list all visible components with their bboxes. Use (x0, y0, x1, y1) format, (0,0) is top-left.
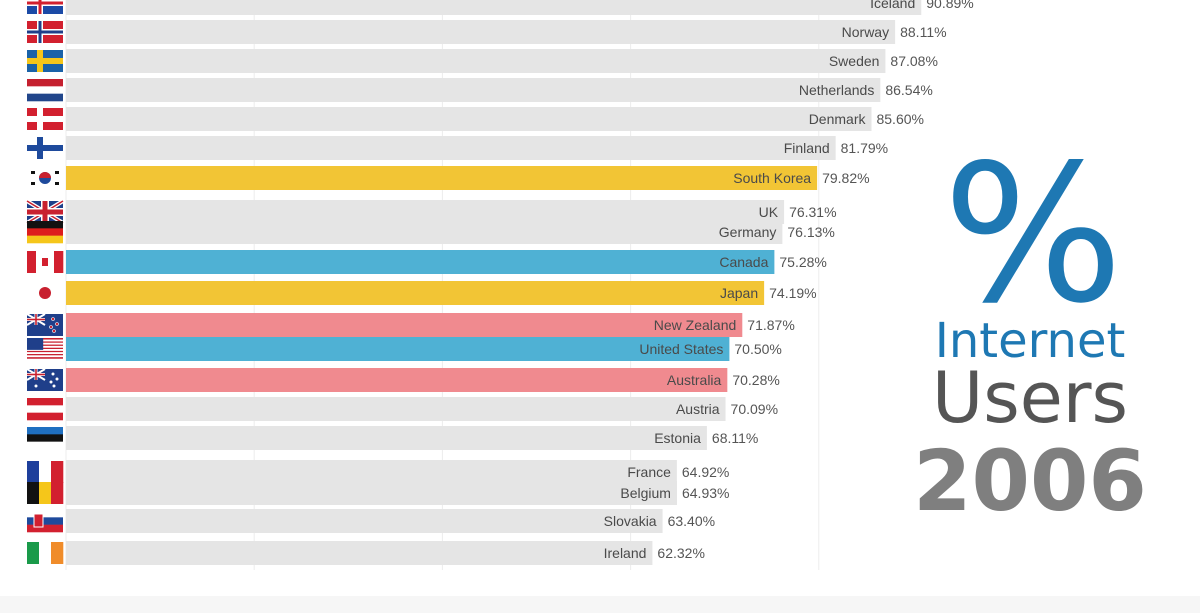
bar-category-label: Austria (676, 401, 720, 417)
bar (66, 250, 775, 274)
bar-value-label: 79.82% (822, 170, 869, 186)
bar-category-label: Estonia (654, 430, 701, 446)
bar-value-label: 76.13% (787, 224, 834, 240)
bar (66, 368, 728, 392)
bar-category-label: United States (639, 341, 723, 357)
bars (66, 0, 922, 565)
bar (66, 481, 677, 505)
finland-flag-icon (27, 137, 63, 159)
bar (66, 20, 896, 44)
bar (66, 460, 677, 484)
australia-flag-icon (26, 368, 63, 391)
canada-flag-icon (27, 251, 64, 273)
bar-category-label: South Korea (733, 170, 811, 186)
bar (66, 78, 881, 102)
bar-value-label: 88.11% (900, 24, 946, 40)
bar-value-label: 87.08% (890, 53, 937, 69)
uk-flag-icon (25, 199, 65, 225)
france-flag-icon (27, 461, 64, 483)
bar (66, 49, 886, 73)
bar-value-label: 64.92% (682, 464, 729, 480)
usa-flag-icon (27, 338, 63, 359)
title-year: 2006 (913, 432, 1147, 530)
austria-flag-icon (27, 398, 63, 421)
slovakia-flag-icon (27, 510, 63, 533)
bar-value-label: 75.28% (779, 254, 826, 270)
bar (66, 509, 663, 533)
bar (66, 166, 818, 190)
bar (66, 220, 783, 244)
bar-value-label: 70.50% (734, 341, 781, 357)
netherlands-flag-icon (27, 79, 63, 102)
bar-category-label: Japan (720, 285, 758, 301)
south-korea-flag-icon (27, 167, 63, 189)
bar-category-label: Australia (667, 372, 722, 388)
bar-value-label: 76.31% (789, 204, 836, 220)
bar-value-label: 70.09% (731, 401, 778, 417)
bar (66, 281, 765, 305)
labels: Iceland 90.89% Norway 88.11% Sweden 87.08% Net… (604, 0, 974, 561)
denmark-flag-icon (27, 108, 63, 130)
title-percent-symbol: % (942, 124, 1124, 345)
bar-category-label: Slovakia (604, 513, 657, 529)
bar-category-label: Belgium (620, 485, 671, 501)
title-internet: Internet (934, 313, 1126, 369)
bar-value-label: 85.60% (876, 111, 923, 127)
norway-flag-icon (27, 21, 63, 43)
bar (66, 107, 872, 131)
bar (66, 397, 726, 421)
bar (66, 313, 743, 337)
bar-value-label: 68.11% (712, 430, 758, 446)
bar-category-label: New Zealand (654, 317, 737, 333)
belgium-flag-icon (27, 482, 64, 504)
bar-category-label: Sweden (829, 53, 880, 69)
bar (66, 426, 707, 450)
ireland-flag-icon (27, 542, 64, 564)
bar-category-label: Norway (842, 24, 889, 40)
bar (66, 136, 836, 160)
new-zealand-flag-icon (26, 313, 63, 336)
bar-value-label: 70.28% (732, 372, 779, 388)
bar-value-label: 86.54% (885, 82, 932, 98)
bar-category-label: Germany (719, 224, 777, 240)
bar-category-label: Finland (784, 140, 830, 156)
flags (25, 0, 65, 564)
bar-value-label: 81.79% (841, 140, 888, 156)
bar (66, 0, 922, 15)
estonia-flag-icon (27, 427, 63, 450)
chart-title: % Internet Users 2006 (900, 124, 1160, 530)
bar-value-label: 90.89% (926, 0, 973, 11)
title-users: Users (931, 357, 1129, 439)
bar-value-label: 62.32% (657, 545, 704, 561)
bar (66, 337, 730, 361)
bar-value-label: 63.40% (668, 513, 715, 529)
bar-category-label: UK (759, 204, 779, 220)
bar-value-label: 74.19% (769, 285, 816, 301)
bar-value-label: 64.93% (682, 485, 729, 501)
bar-category-label: Denmark (809, 111, 867, 127)
germany-flag-icon (27, 221, 63, 244)
bar-category-label: Iceland (870, 0, 915, 11)
bar-value-label: 71.87% (747, 317, 794, 333)
bar (66, 541, 653, 565)
japan-flag-icon (27, 282, 63, 304)
sweden-flag-icon (27, 50, 63, 72)
bar-category-label: France (627, 464, 671, 480)
bottom-strip (0, 596, 1200, 613)
bar-category-label: Ireland (604, 545, 647, 561)
iceland-flag-icon (27, 0, 63, 14)
bar-category-label: Canada (719, 254, 768, 270)
bar-category-label: Netherlands (799, 82, 875, 98)
